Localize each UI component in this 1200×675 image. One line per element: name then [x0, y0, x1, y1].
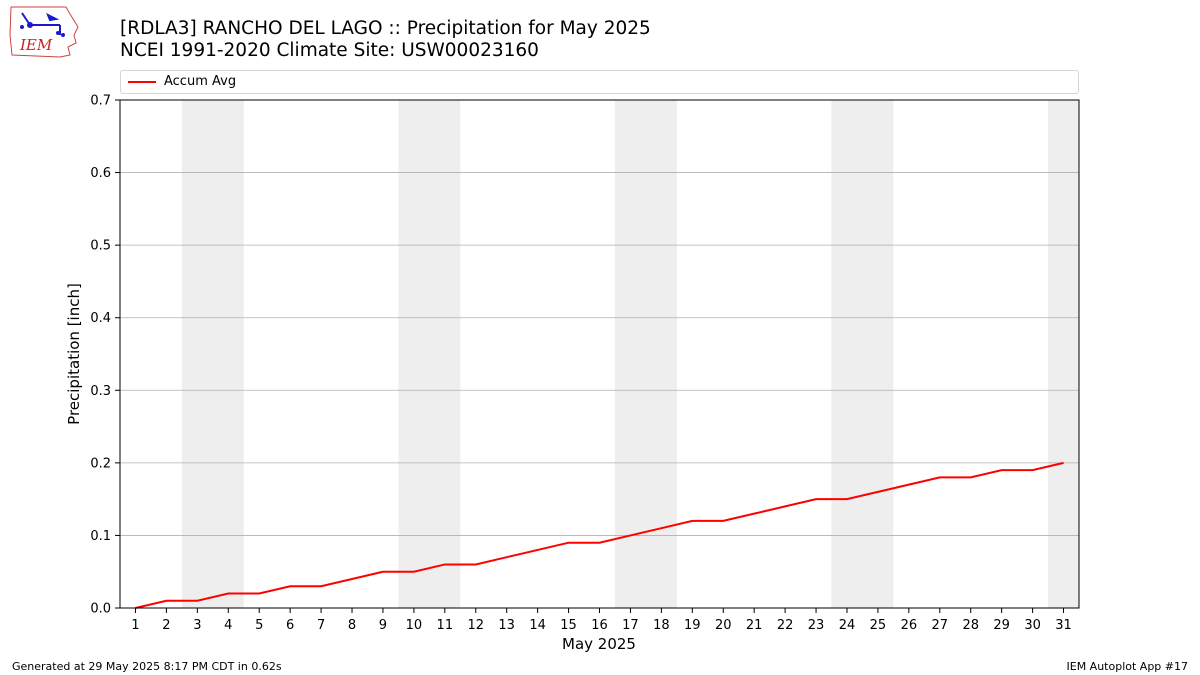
weekend-band — [831, 100, 894, 608]
iem-iowa-logo: IEM — [9, 6, 79, 58]
x-tick-label: 25 — [870, 618, 887, 633]
y-axis-ticks: 0.0 0.1 0.2 0.3 0.4 0.5 0.6 0.7 — [90, 94, 120, 617]
legend-swatch-accum-avg — [128, 81, 156, 83]
weekend-band — [614, 100, 677, 608]
x-tick-label: 4 — [224, 618, 232, 633]
y-tick-label: 0.4 — [90, 311, 111, 326]
x-tick-label: 7 — [317, 618, 325, 633]
y-axis-label: Precipitation [inch] — [65, 283, 83, 425]
y-tick-label: 0.7 — [90, 94, 111, 109]
chart-subtitle: NCEI 1991-2020 Climate Site: USW00023160 — [120, 40, 539, 61]
x-tick-label: 26 — [901, 618, 918, 633]
x-tick-label: 31 — [1055, 618, 1072, 633]
x-tick-label: 14 — [529, 618, 546, 633]
weekend-band — [181, 100, 244, 608]
x-tick-label: 6 — [286, 618, 294, 633]
weekend-band — [1048, 100, 1079, 608]
x-tick-label: 2 — [162, 618, 170, 633]
x-tick-label: 1 — [131, 618, 139, 633]
footer-app: IEM Autoplot App #17 — [1066, 660, 1189, 673]
x-tick-label: 12 — [467, 618, 484, 633]
x-tick-label: 15 — [560, 618, 577, 633]
x-tick-label: 20 — [715, 618, 732, 633]
logo-text: IEM — [19, 36, 53, 54]
x-tick-label: 11 — [437, 618, 454, 633]
x-tick-label: 3 — [193, 618, 201, 633]
legend: Accum Avg — [120, 70, 1079, 94]
x-tick-label: 18 — [653, 618, 670, 633]
x-tick-label: 24 — [839, 618, 856, 633]
x-tick-label: 30 — [1024, 618, 1041, 633]
chart-title: [RDLA3] RANCHO DEL LAGO :: Precipitation… — [120, 18, 651, 39]
footer-generated: Generated at 29 May 2025 8:17 PM CDT in … — [12, 660, 282, 673]
y-tick-label: 0.1 — [90, 529, 111, 544]
y-tick-label: 0.5 — [90, 239, 111, 254]
weekend-bands — [181, 100, 1079, 608]
iem-logo: IEM — [8, 5, 80, 59]
x-tick-label: 21 — [746, 618, 763, 633]
y-tick-label: 0.6 — [90, 166, 111, 181]
series-line-accum-avg — [135, 461, 1064, 609]
y-tick-label: 0.2 — [90, 456, 111, 471]
x-tick-label: 23 — [808, 618, 825, 633]
x-tick-label: 8 — [348, 618, 356, 633]
plot-frame — [119, 99, 1080, 609]
x-tick-label: 17 — [622, 618, 639, 633]
x-tick-label: 13 — [498, 618, 515, 633]
y-tick-label: 0.3 — [90, 384, 111, 399]
x-tick-label: 5 — [255, 618, 263, 633]
x-tick-label: 10 — [406, 618, 423, 633]
x-tick-label: 22 — [777, 618, 794, 633]
x-tick-label: 19 — [684, 618, 701, 633]
x-axis-label: May 2025 — [562, 635, 636, 653]
x-tick-label: 9 — [379, 618, 387, 633]
legend-label-accum-avg: Accum Avg — [164, 74, 237, 89]
weekend-band — [398, 100, 461, 608]
x-tick-label: 28 — [962, 618, 979, 633]
x-axis-ticks: 1 2 3 4 5 6 7 8 9 10 11 12 13 14 15 16 17 18 19 20 21 22 23 24 2… — [131, 608, 1072, 633]
y-tick-label: 0.0 — [90, 602, 111, 617]
x-tick-label: 29 — [993, 618, 1010, 633]
grid-lines — [120, 99, 1079, 609]
x-tick-label: 27 — [932, 618, 949, 633]
x-tick-label: 16 — [591, 618, 608, 633]
